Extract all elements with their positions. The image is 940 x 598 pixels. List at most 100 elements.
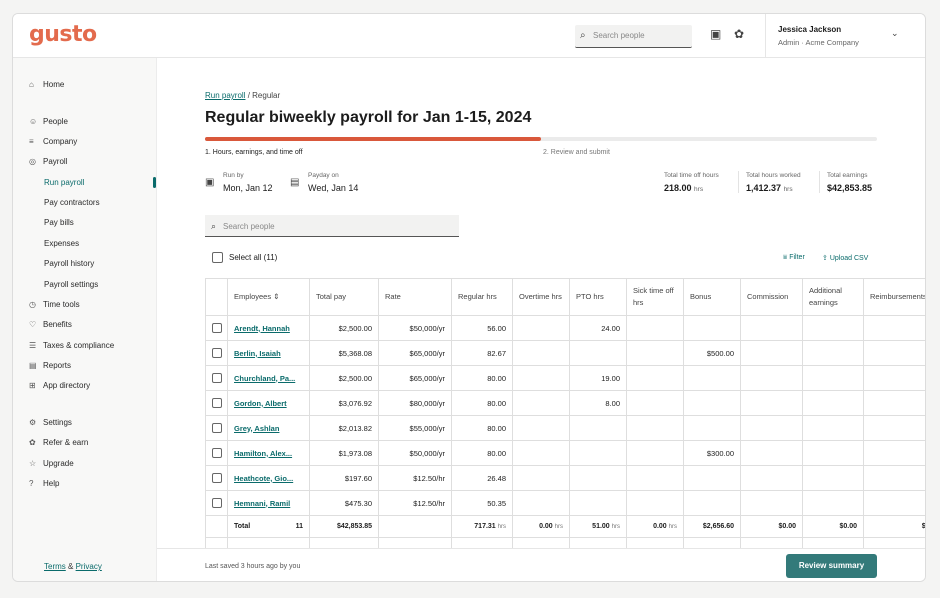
table-cell[interactable] [512, 315, 570, 341]
sidebar-item-time-tools[interactable]: ◷ Time tools [29, 300, 80, 309]
table-cell[interactable] [863, 440, 925, 466]
payroll-table-container[interactable]: Employees ⇕ Total pay Rate Regular hrs O… [205, 278, 925, 548]
sidebar-sub-pay-contractors[interactable]: Pay contractors [44, 198, 100, 207]
sidebar-item-help[interactable]: ? Help [29, 479, 60, 488]
employee-name-link[interactable]: Grey, Ashlan [227, 415, 310, 441]
row-checkbox[interactable] [211, 323, 222, 333]
table-cell[interactable] [569, 440, 627, 466]
table-cell[interactable] [626, 365, 684, 391]
chevron-down-icon[interactable]: ⌄ [891, 28, 899, 38]
table-cell[interactable]: 80.00 [451, 365, 513, 391]
sidebar-item-reports[interactable]: ▤ Reports [29, 361, 72, 370]
table-cell[interactable] [802, 340, 864, 366]
row-checkbox[interactable] [211, 373, 222, 383]
table-cell[interactable] [569, 340, 627, 366]
sort-icon[interactable]: ⇕ [273, 292, 280, 301]
table-cell[interactable]: 56.00 [451, 315, 513, 341]
table-cell[interactable]: 80.00 [451, 390, 513, 416]
table-cell[interactable] [512, 440, 570, 466]
table-cell[interactable] [569, 465, 627, 491]
table-cell[interactable] [683, 390, 741, 416]
gusto-logo[interactable]: gusto [29, 22, 97, 47]
sidebar-item-home[interactable]: ⌂ Home [29, 80, 65, 89]
table-cell[interactable]: 80.00 [451, 415, 513, 441]
table-cell[interactable] [626, 415, 684, 441]
filter-button[interactable]: ⩸ Filter [783, 254, 805, 261]
row-checkbox[interactable] [211, 448, 222, 458]
row-checkbox[interactable] [211, 398, 222, 408]
table-cell[interactable] [863, 365, 925, 391]
table-cell[interactable] [802, 490, 864, 516]
employee-name-link[interactable]: Berlin, Isaiah [227, 340, 310, 366]
table-cell[interactable]: 24.00 [569, 315, 627, 341]
table-cell[interactable] [740, 465, 803, 491]
table-cell[interactable] [512, 415, 570, 441]
table-cell[interactable] [740, 315, 803, 341]
sidebar-sub-expenses[interactable]: Expenses [44, 239, 80, 248]
table-cell[interactable] [863, 340, 925, 366]
table-cell[interactable] [802, 315, 864, 341]
table-cell[interactable] [863, 315, 925, 341]
sidebar-item-payroll[interactable]: ◎ Payroll [29, 157, 68, 166]
table-cell[interactable] [863, 415, 925, 441]
sidebar-sub-payroll-settings[interactable]: Payroll settings [44, 280, 99, 289]
sidebar-item-company[interactable]: ≡ Company [29, 137, 78, 146]
table-cell[interactable] [740, 440, 803, 466]
table-cell[interactable] [512, 490, 570, 516]
employee-name-link[interactable]: Churchland, Pa... [227, 365, 310, 391]
row-checkbox[interactable] [211, 423, 222, 433]
table-cell[interactable]: 80.00 [451, 440, 513, 466]
sidebar-item-taxes[interactable]: ☰ Taxes & compliance [29, 341, 115, 350]
table-cell[interactable] [683, 490, 741, 516]
table-cell[interactable] [863, 390, 925, 416]
table-cell[interactable] [512, 365, 570, 391]
gift-icon[interactable]: ✿ [734, 27, 745, 41]
table-cell[interactable] [626, 390, 684, 416]
table-cell[interactable] [740, 390, 803, 416]
table-cell[interactable] [512, 390, 570, 416]
employee-name-link[interactable]: Arendt, Hannah [227, 315, 310, 341]
terms-link[interactable]: Terms [44, 562, 66, 571]
table-cell[interactable] [683, 315, 741, 341]
table-cell[interactable] [802, 365, 864, 391]
employee-name-link[interactable]: Hamilton, Alex... [227, 440, 310, 466]
select-all-checkbox[interactable] [212, 252, 223, 263]
table-cell[interactable] [626, 340, 684, 366]
table-cell[interactable] [802, 465, 864, 491]
table-cell[interactable] [683, 365, 741, 391]
sidebar-item-settings[interactable]: ⚙ Settings [29, 418, 72, 427]
table-cell[interactable] [740, 415, 803, 441]
table-cell[interactable] [626, 315, 684, 341]
table-cell[interactable]: 8.00 [569, 390, 627, 416]
header-search-input[interactable]: ⌕ Search people [575, 25, 692, 48]
sidebar-item-app-directory[interactable]: ⊞ App directory [29, 381, 91, 390]
employee-name-link[interactable]: Heathcote, Gio... [227, 465, 310, 491]
employee-name-link[interactable]: Hemnani, Ramil [227, 490, 310, 516]
table-cell[interactable]: 50.35 [451, 490, 513, 516]
table-cell[interactable]: 19.00 [569, 365, 627, 391]
sidebar-item-refer[interactable]: ✿ Refer & earn [29, 438, 89, 447]
table-cell[interactable] [569, 490, 627, 516]
table-cell[interactable] [569, 415, 627, 441]
table-cell[interactable]: $500.00 [683, 340, 741, 366]
table-cell[interactable] [683, 415, 741, 441]
sidebar-sub-payroll-history[interactable]: Payroll history [44, 259, 95, 268]
table-cell[interactable] [512, 340, 570, 366]
table-cell[interactable]: 82.67 [451, 340, 513, 366]
calendar-icon[interactable]: ▣ [710, 27, 722, 41]
user-name[interactable]: Jessica Jackson [778, 25, 842, 34]
table-cell[interactable] [802, 415, 864, 441]
col-employees[interactable]: Employees ⇕ [227, 278, 310, 316]
sidebar-item-people[interactable]: ☺ People [29, 117, 68, 126]
table-cell[interactable] [740, 490, 803, 516]
people-search-input[interactable]: ⌕ Search people [205, 215, 459, 237]
sidebar-sub-run-payroll[interactable]: Run payroll [44, 178, 85, 187]
select-all-label[interactable]: Select all (11) [229, 253, 278, 262]
upload-csv-button[interactable]: ⇪ Upload CSV [822, 255, 869, 262]
table-cell[interactable] [512, 465, 570, 491]
sidebar-sub-pay-bills[interactable]: Pay bills [44, 218, 74, 227]
review-summary-button[interactable]: Review summary [786, 554, 877, 578]
row-checkbox[interactable] [211, 473, 222, 483]
table-cell[interactable]: 26.48 [451, 465, 513, 491]
table-cell[interactable] [802, 390, 864, 416]
